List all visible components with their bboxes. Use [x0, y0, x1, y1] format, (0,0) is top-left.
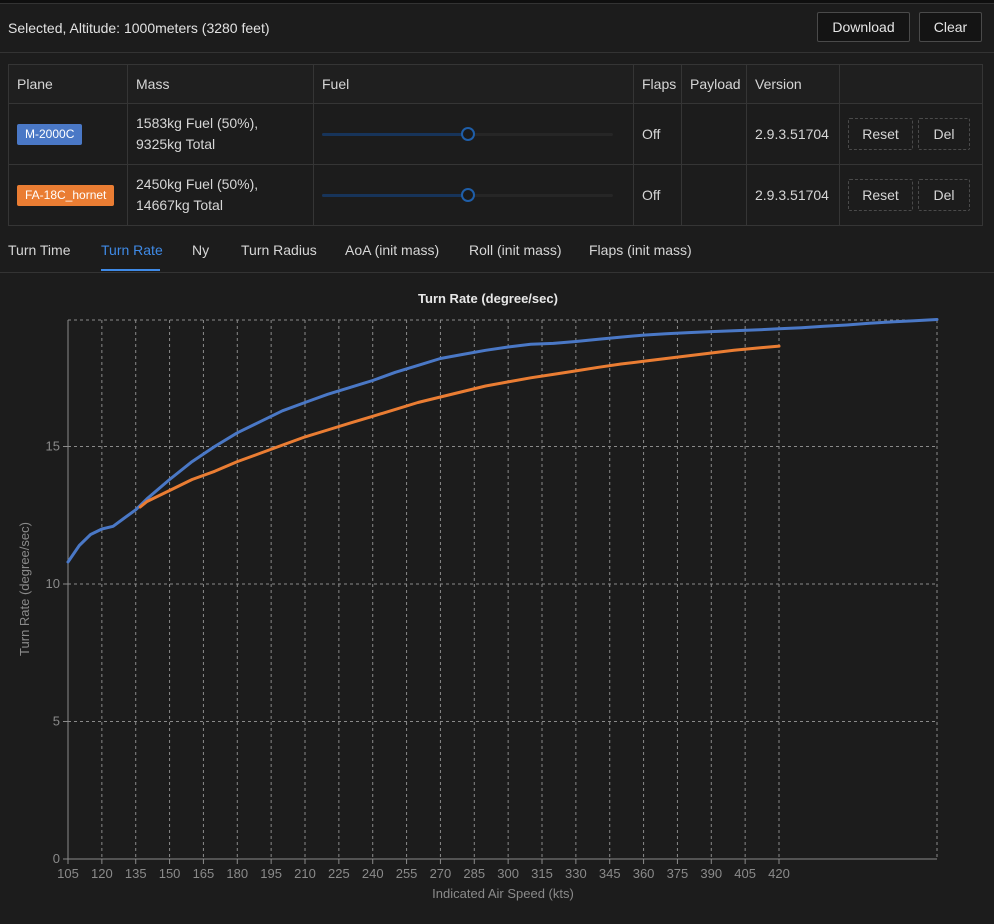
- column-header-payload: Payload: [681, 64, 747, 104]
- fuel-slider-track: [322, 133, 468, 136]
- y-tick-label: 10: [46, 576, 60, 591]
- x-tick-label: 165: [193, 866, 215, 881]
- y-tick-label: 5: [53, 714, 60, 729]
- chart-series: [66, 318, 939, 564]
- x-tick-label: 270: [430, 866, 452, 881]
- tab-turn-rate[interactable]: Turn Rate: [101, 242, 163, 258]
- x-tick-label: 405: [734, 866, 756, 881]
- table-row: FA-18C_hornet 2450kg Fuel (50%), 14667kg…: [8, 164, 983, 226]
- x-axis-label: Indicated Air Speed (kts): [432, 886, 574, 901]
- x-tick-label: 150: [159, 866, 181, 881]
- table-header-row: Plane Mass Fuel Flaps Payload Version: [8, 64, 983, 104]
- fuel-slider[interactable]: [322, 127, 613, 141]
- fuel-slider-handle[interactable]: [460, 127, 475, 141]
- column-header-actions: [839, 64, 983, 104]
- mass-cell: 2450kg Fuel (50%), 14667kg Total: [127, 164, 314, 226]
- flaps-cell: Off: [633, 164, 682, 226]
- mass-cell: 1583kg Fuel (50%), 9325kg Total: [127, 103, 314, 165]
- reset-button[interactable]: Reset: [848, 118, 913, 150]
- x-tick-label: 315: [531, 866, 553, 881]
- x-tick-label: 195: [260, 866, 282, 881]
- fuel-slider-handle[interactable]: [460, 188, 475, 202]
- x-tick-label: 225: [328, 866, 350, 881]
- table-row: M-2000C 1583kg Fuel (50%), 9325kg Total …: [8, 103, 983, 165]
- x-tick-label: 420: [768, 866, 790, 881]
- plane-tag: FA-18C_hornet: [17, 185, 115, 206]
- x-tick-label: 210: [294, 866, 316, 881]
- x-tick-label: 345: [599, 866, 621, 881]
- reset-button[interactable]: Reset: [848, 179, 913, 211]
- column-header-plane: Plane: [8, 64, 128, 104]
- altitude-status-text: Selected, Altitude: 1000meters (3280 fee…: [8, 20, 270, 36]
- chart-grid: [67, 319, 938, 859]
- x-tick-label: 105: [57, 866, 79, 881]
- chart-svg: Turn Rate (degree/sec) 105 120 135 150 165 18…: [17, 291, 939, 901]
- version-cell: 2.9.3.51704: [746, 103, 840, 165]
- payload-cell: [681, 164, 747, 226]
- series-line-m-2000c: [66, 318, 939, 564]
- x-tick-label: 180: [226, 866, 248, 881]
- plane-tag: M-2000C: [17, 124, 83, 145]
- tab-turn-time[interactable]: Turn Time: [8, 242, 71, 258]
- chart-tabs: Turn Time Turn Rate Ny Turn Radius AoA (…: [0, 226, 994, 273]
- y-tick-label: 0: [53, 851, 60, 866]
- x-tick-label: 360: [633, 866, 655, 881]
- column-header-mass: Mass: [127, 64, 314, 104]
- top-border: [0, 0, 994, 4]
- x-tick-label: 285: [463, 866, 485, 881]
- column-header-flaps: Flaps: [633, 64, 682, 104]
- download-button[interactable]: Download: [817, 12, 910, 42]
- column-header-fuel: Fuel: [313, 64, 634, 104]
- tab-ny[interactable]: Ny: [192, 242, 210, 258]
- x-tick-label: 240: [362, 866, 384, 881]
- x-tick-label: 300: [497, 866, 519, 881]
- fuel-slider[interactable]: [322, 188, 613, 202]
- clear-button[interactable]: Clear: [919, 12, 982, 42]
- x-tick-label: 135: [125, 866, 147, 881]
- fuel-slider-track: [322, 194, 468, 197]
- x-tick-label: 375: [667, 866, 689, 881]
- tab-flaps[interactable]: Flaps (init mass): [589, 242, 692, 258]
- series-line-fa-18c-hornet: [138, 344, 781, 509]
- chart-title: Turn Rate (degree/sec): [418, 291, 558, 306]
- active-tab-indicator: [101, 269, 160, 271]
- turn-rate-chart: Turn Rate (degree/sec) 105 120 135 150 165 18…: [0, 283, 994, 921]
- x-tick-label: 120: [91, 866, 113, 881]
- delete-button[interactable]: Del: [918, 179, 970, 211]
- flaps-cell: Off: [633, 103, 682, 165]
- x-tick-label: 255: [396, 866, 418, 881]
- tab-roll[interactable]: Roll (init mass): [469, 242, 562, 258]
- chart-axes: 105 120 135 150 165 180 195 210 225 240 255 270 285 3…: [46, 320, 937, 881]
- version-cell: 2.9.3.51704: [746, 164, 840, 226]
- y-tick-label: 15: [46, 439, 60, 454]
- x-tick-label: 390: [700, 866, 722, 881]
- payload-cell: [681, 103, 747, 165]
- tab-aoa[interactable]: AoA (init mass): [345, 242, 440, 258]
- planes-table: Plane Mass Fuel Flaps Payload Version M-…: [8, 64, 983, 226]
- delete-button[interactable]: Del: [918, 118, 970, 150]
- y-axis-label: Turn Rate (degree/sec): [17, 522, 32, 656]
- header-bar: Selected, Altitude: 1000meters (3280 fee…: [0, 4, 994, 53]
- column-header-version: Version: [746, 64, 840, 104]
- tab-turn-radius[interactable]: Turn Radius: [241, 242, 317, 258]
- x-tick-label: 330: [565, 866, 587, 881]
